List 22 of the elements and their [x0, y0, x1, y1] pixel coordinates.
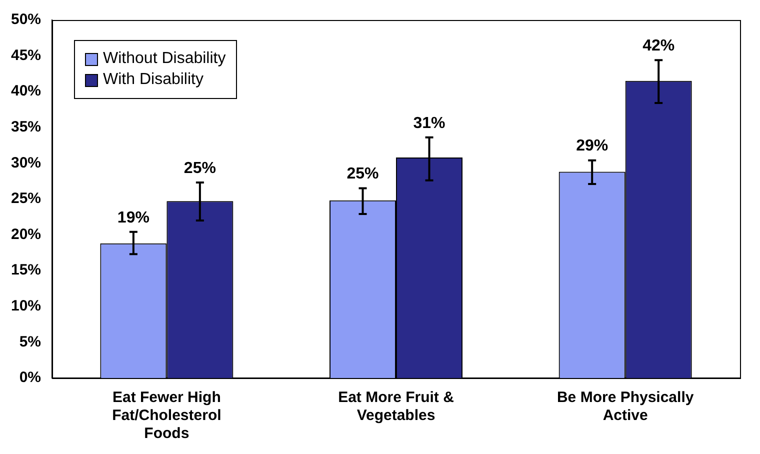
y-tick-label: 25% — [10, 190, 42, 208]
x-tick-label: Be More Physically Active — [556, 389, 694, 424]
legend-label: Without Disability — [103, 50, 226, 68]
y-tick-label: 35% — [10, 118, 42, 136]
legend-label: With Disability — [103, 71, 204, 89]
data-label: 25% — [184, 160, 216, 177]
data-label: 29% — [576, 138, 608, 155]
y-tick-label: 15% — [10, 262, 42, 279]
y-tick-label: 40% — [10, 82, 42, 100]
y-tick-label: 10% — [10, 298, 42, 315]
data-label: 42% — [642, 38, 675, 54]
x-tick-label: Eat Fewer High Fat/Cholesterol Foods — [112, 389, 222, 442]
data-label: 19% — [117, 209, 150, 226]
y-tick-label: 20% — [10, 226, 42, 243]
y-tick-label: 0% — [19, 369, 42, 386]
y-tick-label: 45% — [10, 46, 42, 64]
data-label: 25% — [346, 166, 379, 183]
y-tick-label: 30% — [10, 154, 42, 172]
x-tick-label: Eat More Fruit & Vegetables — [338, 389, 454, 424]
y-tick-label: 50% — [10, 11, 42, 28]
y-tick-label: 5% — [19, 333, 42, 350]
data-label: 31% — [413, 114, 446, 132]
